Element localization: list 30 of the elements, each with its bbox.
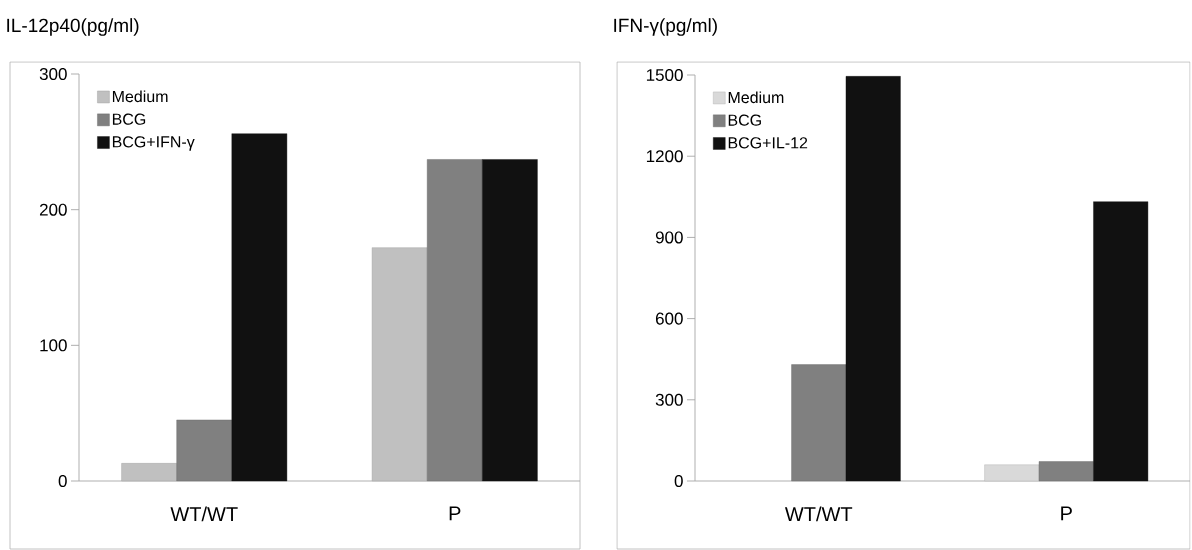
legend-label: BCG+IL-12 (728, 137, 808, 149)
bar (427, 159, 483, 482)
legend-label: Medium (728, 91, 784, 104)
y-tick-label: 200 (39, 203, 67, 216)
bar (845, 76, 901, 482)
bar (482, 159, 538, 482)
y-tick-label: 0 (674, 474, 683, 488)
x-tick-label: WT/WT (784, 506, 853, 522)
legend-label: BCG+IFN-γ (112, 136, 195, 151)
y-tick-label: 300 (655, 393, 683, 406)
legend-label: Medium (112, 90, 168, 103)
y-tick-label: 600 (655, 312, 683, 325)
y-tick-label: 0 (58, 474, 67, 488)
x-tick-label: P (1061, 506, 1072, 521)
bar (791, 364, 847, 482)
bar (1038, 461, 1094, 482)
legend-label: BCG (112, 113, 146, 125)
chart-title: IL-12p40(pg/ml) (7, 18, 139, 36)
y-tick-label: 1500 (646, 68, 683, 82)
bar (1093, 201, 1149, 482)
x-tick-label: P (449, 506, 461, 521)
legend-label: BCG (728, 114, 761, 126)
y-tick-label: 100 (40, 339, 67, 352)
y-tick-label: 300 (39, 67, 67, 81)
bar (231, 133, 288, 482)
x-tick-label: WT/WT (170, 506, 238, 522)
y-tick-label: 1200 (646, 150, 683, 163)
chart-title: IFN-γ(pg/ml) (614, 18, 717, 36)
y-tick-label: 900 (655, 231, 683, 244)
bar (176, 419, 233, 482)
